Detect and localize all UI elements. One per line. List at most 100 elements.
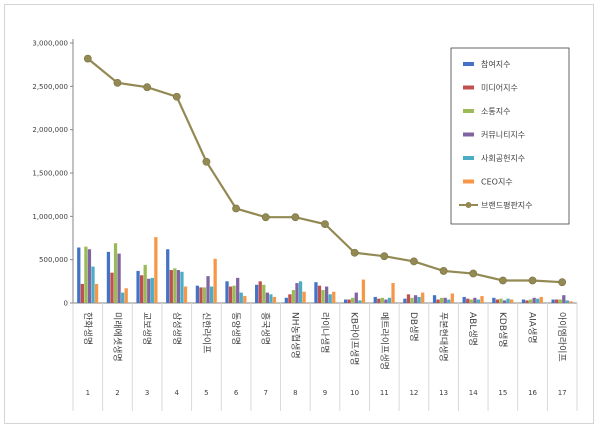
bar	[413, 295, 418, 303]
brand-line	[83, 54, 567, 287]
bar	[124, 288, 128, 303]
bar	[447, 299, 451, 303]
rank-label: 4	[175, 389, 180, 397]
bar	[243, 296, 247, 303]
bar	[343, 299, 348, 303]
bar	[328, 294, 332, 303]
rank-label: 16	[528, 389, 537, 397]
bar	[173, 268, 177, 303]
bar	[462, 296, 466, 303]
line-point	[380, 252, 389, 261]
bar	[143, 264, 147, 303]
bar	[262, 284, 266, 303]
bar	[410, 297, 414, 303]
legend-swatch	[463, 179, 474, 184]
bar	[373, 296, 377, 303]
y-axis-ticks: 0 500,000 1,000,000 1,500,000 2,000,000 2,500…	[32, 40, 73, 308]
bar	[209, 286, 214, 303]
bar	[77, 247, 81, 303]
legend-swatch	[463, 109, 474, 113]
legend-label: 사회공헌지수	[481, 154, 525, 163]
rank-label: 14	[469, 389, 478, 397]
bar	[506, 298, 510, 303]
bar	[502, 300, 507, 303]
chart-frame: 0 500,000 1,000,000 1,500,000 2,000,000 2,500…	[4, 4, 594, 424]
legend-label: 미디어지수	[481, 83, 518, 93]
bar	[236, 277, 240, 303]
bar	[91, 266, 95, 303]
y-tick-label: 500,000	[39, 256, 68, 264]
bar	[314, 282, 318, 303]
line-point	[350, 248, 359, 257]
line-point	[113, 78, 122, 87]
bar	[403, 298, 407, 303]
bar	[555, 299, 559, 303]
bar	[499, 298, 503, 303]
line-point	[172, 92, 181, 101]
line-point	[83, 54, 92, 63]
y-tick-label: 0	[64, 300, 68, 308]
bar	[272, 296, 277, 303]
bar	[291, 290, 296, 303]
bar	[391, 283, 395, 303]
bar	[377, 298, 381, 303]
category-label: 미래에셋생명	[111, 312, 122, 362]
category-label: 아이엠라이프	[556, 312, 568, 362]
bar	[317, 285, 322, 303]
bar	[473, 297, 477, 303]
category-label: 푸본현대생명	[438, 312, 449, 362]
bar	[406, 294, 411, 303]
line-point	[291, 213, 300, 222]
bars	[77, 237, 573, 303]
line-point	[498, 276, 507, 285]
legend-swatch	[463, 62, 474, 66]
category-label: 삼성생명	[171, 312, 182, 345]
category-label: ABL생명	[467, 312, 478, 346]
y-tick-label: 1,500,000	[32, 170, 68, 178]
bar	[169, 270, 173, 303]
bar	[443, 297, 447, 303]
bar	[347, 299, 351, 303]
bar	[269, 294, 273, 303]
category-label: 한화생명	[82, 312, 93, 345]
bar	[528, 299, 533, 303]
bar	[432, 295, 437, 303]
category-label: AIA생명	[527, 312, 538, 344]
bar	[195, 285, 199, 303]
bar	[510, 299, 514, 303]
bar	[387, 297, 392, 303]
y-tick-label: 3,000,000	[32, 40, 68, 48]
bar	[295, 283, 299, 303]
bar	[565, 300, 569, 303]
bar	[558, 299, 562, 303]
bar	[469, 299, 473, 303]
bar	[154, 237, 158, 303]
category-label: KB라이프생명	[349, 312, 360, 365]
legend-swatch	[463, 132, 474, 137]
bar	[121, 292, 125, 303]
bar	[147, 278, 151, 303]
bar	[417, 296, 421, 303]
y-tick-label: 2,500,000	[32, 83, 68, 91]
bar	[176, 270, 181, 303]
bar	[539, 296, 543, 303]
bar	[150, 277, 154, 303]
bar	[140, 275, 144, 303]
category-label: NH농협생명	[289, 312, 301, 359]
rank-label: 9	[323, 389, 327, 397]
bar	[302, 291, 306, 303]
line-point	[202, 157, 211, 166]
bar	[136, 270, 140, 303]
bar	[325, 286, 329, 303]
line-point	[528, 276, 537, 285]
bar	[298, 281, 303, 303]
bar	[440, 297, 444, 303]
bar	[495, 299, 500, 303]
legend-label: 참여지수	[481, 59, 510, 69]
category-label: 라이나생명	[319, 312, 330, 353]
bar	[476, 299, 481, 303]
category-label: 메트라이프생명	[378, 312, 389, 370]
category-label: 흥국생명	[260, 312, 272, 345]
y-tick-label: 2,000,000	[32, 126, 68, 134]
rank-label: 15	[498, 389, 507, 397]
